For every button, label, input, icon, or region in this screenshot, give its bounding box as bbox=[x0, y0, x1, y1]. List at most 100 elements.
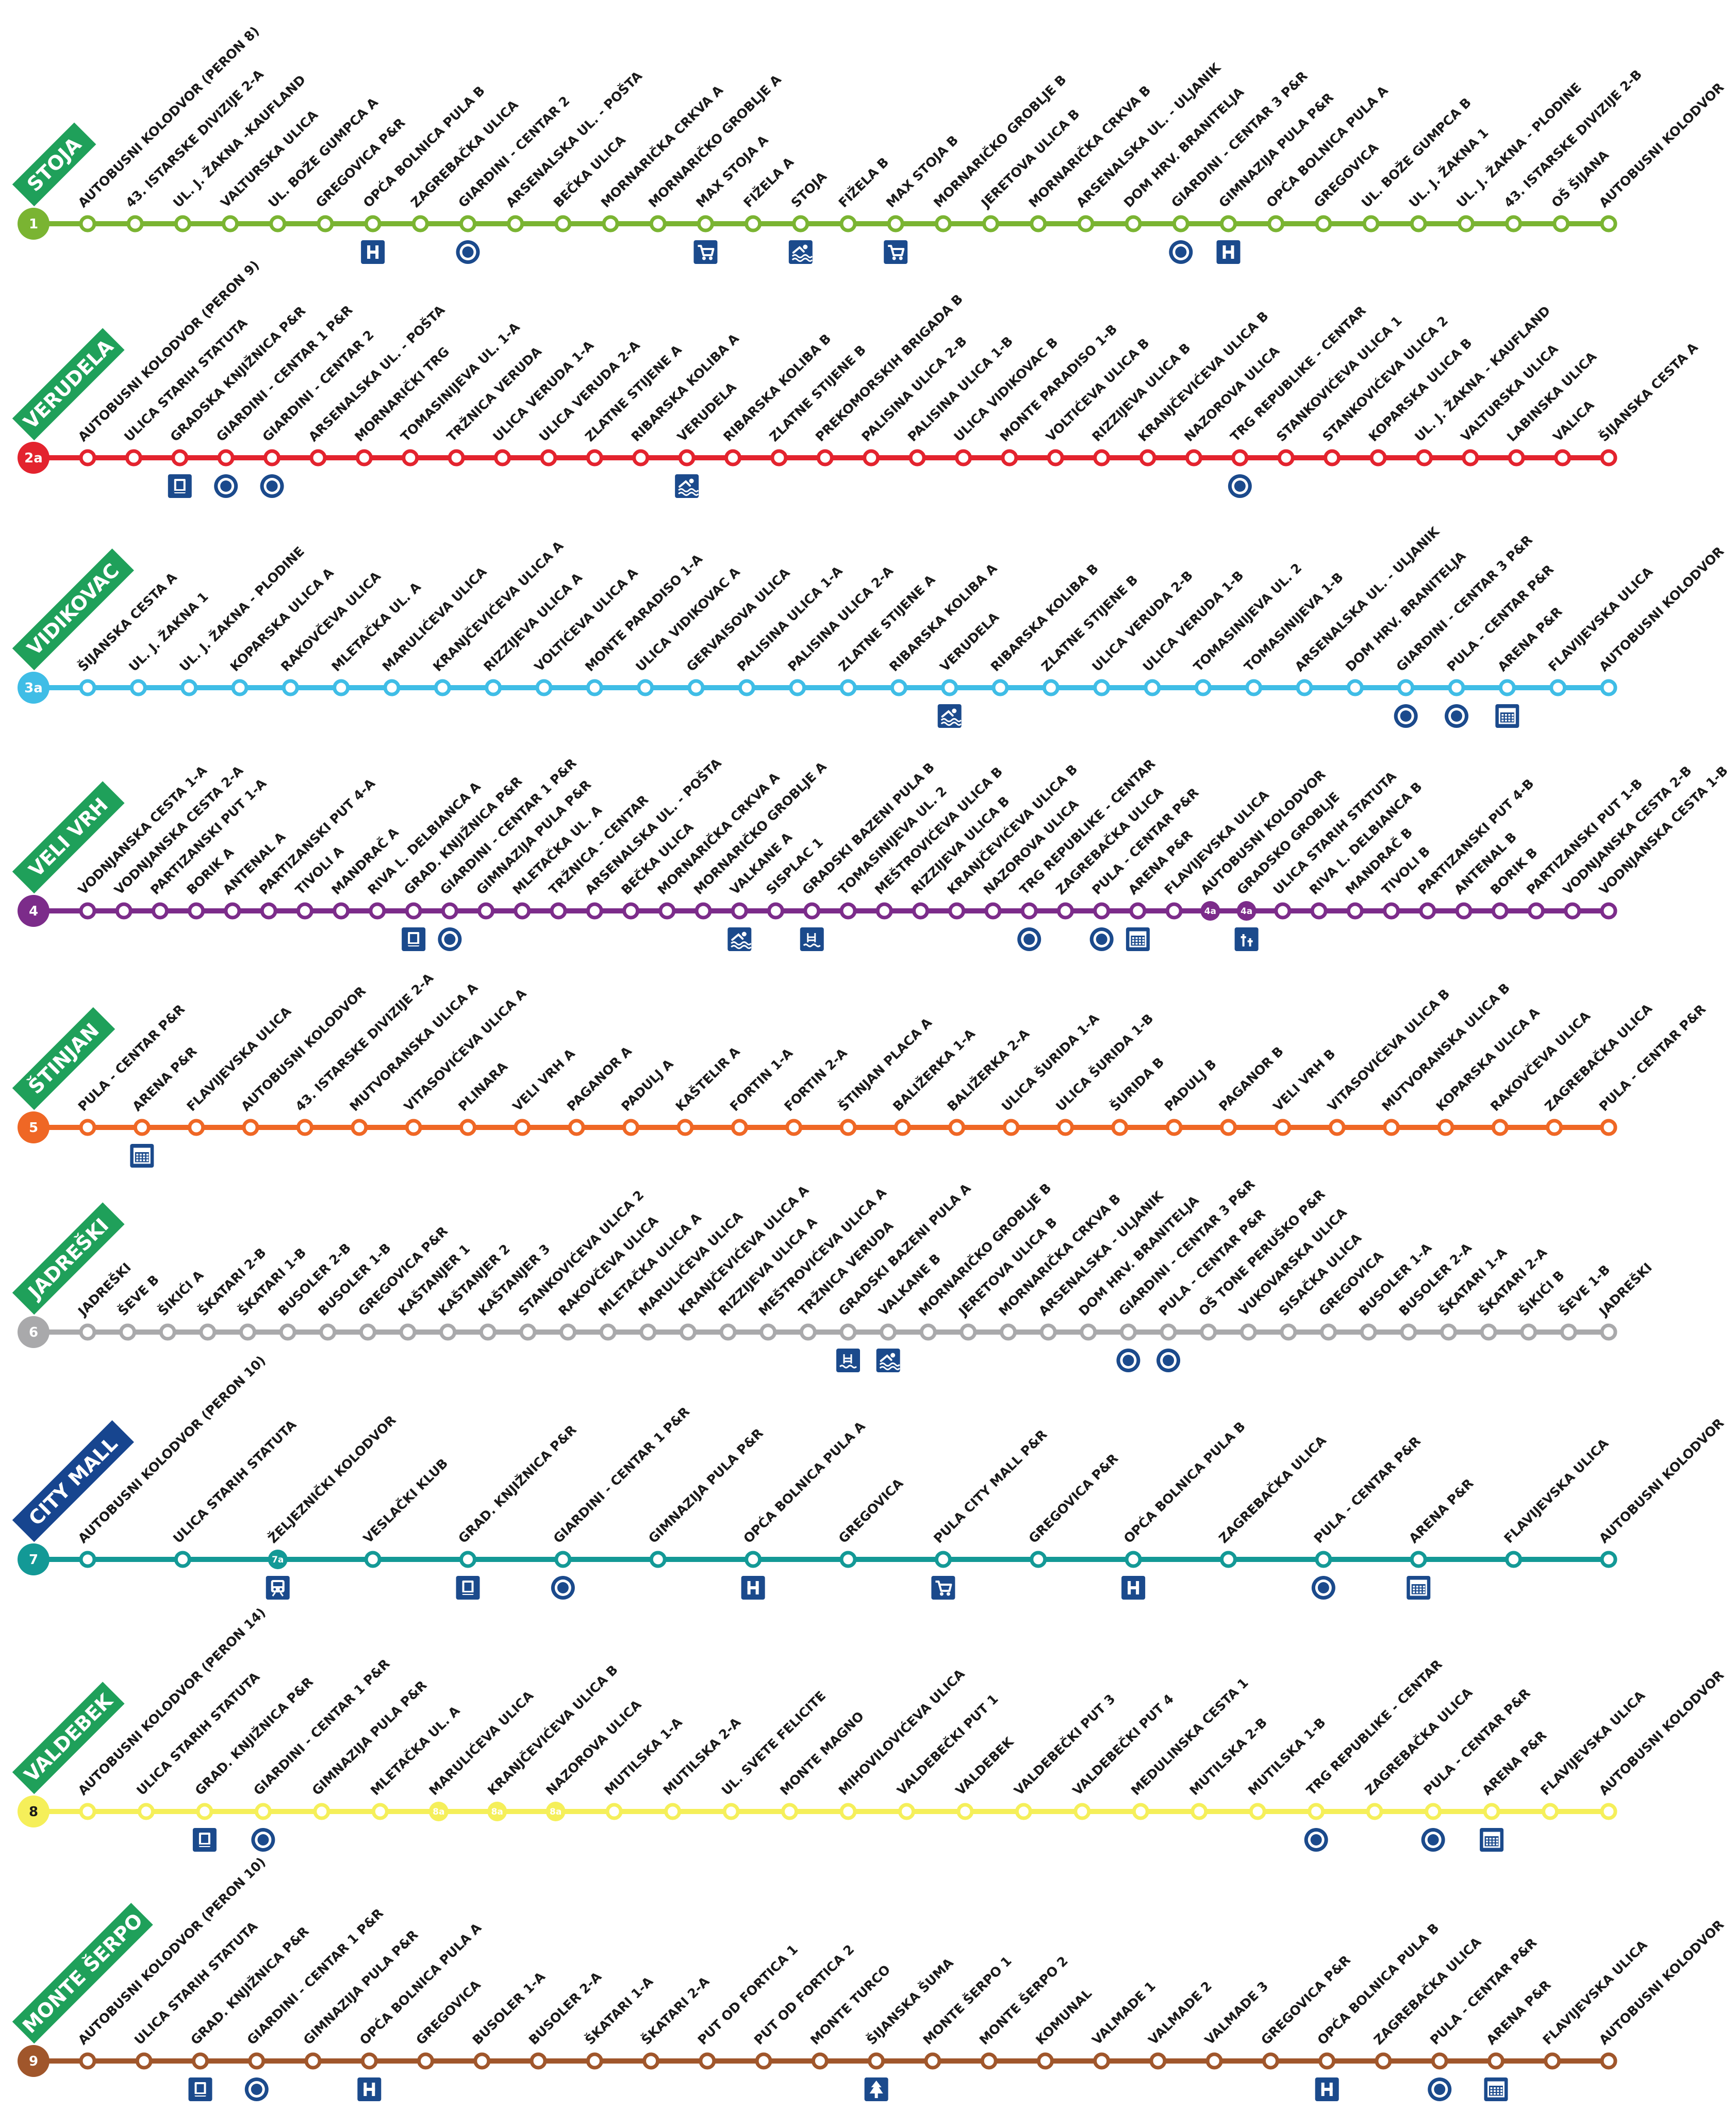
stop-marker[interactable] bbox=[1498, 679, 1516, 696]
stop-marker[interactable] bbox=[135, 2052, 153, 2070]
stop-marker[interactable] bbox=[224, 902, 241, 920]
stop-marker[interactable] bbox=[1149, 2052, 1167, 2070]
stop-marker[interactable] bbox=[586, 449, 603, 467]
stop-marker[interactable] bbox=[554, 1551, 572, 1568]
stop-marker[interactable] bbox=[333, 902, 350, 920]
stop-marker[interactable] bbox=[171, 449, 189, 467]
stop-marker[interactable] bbox=[1315, 215, 1332, 232]
stop-marker[interactable] bbox=[637, 679, 654, 696]
stop-marker[interactable] bbox=[1077, 215, 1095, 232]
stop-marker[interactable] bbox=[1165, 1119, 1183, 1136]
stop-marker[interactable] bbox=[722, 1803, 740, 1820]
stop-marker[interactable] bbox=[1165, 902, 1183, 920]
stop-marker[interactable] bbox=[1431, 2052, 1448, 2070]
stop-marker[interactable] bbox=[770, 449, 788, 467]
stop-marker[interactable] bbox=[1125, 215, 1142, 232]
stop-marker[interactable] bbox=[1249, 1803, 1266, 1820]
stop-marker[interactable] bbox=[649, 1551, 667, 1568]
stop-marker[interactable] bbox=[1415, 449, 1433, 467]
stop-marker[interactable] bbox=[1220, 1551, 1237, 1568]
stop-marker[interactable] bbox=[79, 1551, 96, 1568]
stop-marker[interactable] bbox=[360, 2052, 378, 2070]
stop-marker[interactable] bbox=[1600, 449, 1617, 467]
stop-marker[interactable] bbox=[1600, 1803, 1617, 1820]
stop-marker[interactable] bbox=[296, 1119, 313, 1136]
stop-marker[interactable] bbox=[1200, 1323, 1217, 1341]
stop-marker[interactable] bbox=[1172, 215, 1189, 232]
stop-marker[interactable] bbox=[676, 1119, 694, 1136]
stop-marker[interactable] bbox=[1320, 1323, 1337, 1341]
stop-marker[interactable] bbox=[1564, 902, 1581, 920]
stop-marker[interactable] bbox=[519, 1323, 537, 1341]
stop-marker[interactable] bbox=[1549, 679, 1567, 696]
stop-marker[interactable] bbox=[745, 215, 762, 232]
stop-marker[interactable] bbox=[263, 449, 281, 467]
stop-marker[interactable] bbox=[664, 1803, 682, 1820]
stop-marker[interactable] bbox=[880, 1323, 897, 1341]
stop-marker[interactable] bbox=[991, 679, 1009, 696]
route-number-circle[interactable] bbox=[18, 1111, 49, 1143]
stop-marker[interactable] bbox=[658, 902, 676, 920]
stop-marker[interactable] bbox=[79, 449, 96, 467]
stop-marker[interactable] bbox=[839, 902, 857, 920]
stop-marker[interactable] bbox=[333, 679, 350, 696]
stop-marker[interactable] bbox=[1410, 215, 1427, 232]
stop-marker[interactable] bbox=[1315, 1551, 1332, 1568]
stop-marker[interactable] bbox=[405, 1119, 422, 1136]
stop-marker[interactable] bbox=[1491, 1119, 1509, 1136]
stop-marker[interactable] bbox=[984, 902, 1002, 920]
stop-marker[interactable] bbox=[731, 902, 748, 920]
stop-marker[interactable] bbox=[1505, 215, 1523, 232]
stop-marker[interactable] bbox=[697, 215, 714, 232]
stop-marker[interactable] bbox=[364, 1551, 382, 1568]
stop-marker[interactable] bbox=[1093, 449, 1111, 467]
stop-marker[interactable] bbox=[79, 902, 96, 920]
stop-marker[interactable] bbox=[839, 1803, 857, 1820]
stop-marker[interactable] bbox=[767, 902, 785, 920]
stop-marker[interactable] bbox=[1448, 679, 1465, 696]
stop-marker[interactable] bbox=[1036, 2052, 1054, 2070]
stop-marker[interactable] bbox=[875, 902, 893, 920]
stop-marker[interactable] bbox=[980, 2052, 998, 2070]
stop-marker[interactable] bbox=[1030, 1551, 1047, 1568]
stop-marker[interactable] bbox=[1274, 902, 1292, 920]
stop-marker[interactable] bbox=[839, 1323, 857, 1341]
stop-marker[interactable] bbox=[632, 449, 650, 467]
stop-marker[interactable] bbox=[1600, 215, 1617, 232]
stop-marker[interactable] bbox=[1346, 902, 1364, 920]
route-number-circle[interactable] bbox=[18, 208, 49, 240]
stop-marker[interactable] bbox=[948, 902, 966, 920]
stop-marker[interactable] bbox=[1419, 902, 1436, 920]
stop-marker[interactable] bbox=[1542, 1803, 1559, 1820]
stop-marker[interactable] bbox=[839, 1119, 857, 1136]
stop-marker[interactable] bbox=[602, 215, 619, 232]
stop-marker[interactable] bbox=[919, 1323, 937, 1341]
stop-marker[interactable] bbox=[115, 902, 133, 920]
route-number-circle[interactable] bbox=[18, 442, 49, 474]
stop-marker[interactable] bbox=[890, 679, 907, 696]
stop-marker[interactable] bbox=[1205, 2052, 1223, 2070]
stop-marker[interactable] bbox=[1600, 1323, 1617, 1341]
stop-marker[interactable] bbox=[383, 679, 401, 696]
stop-marker[interactable] bbox=[639, 1323, 657, 1341]
stop-marker[interactable] bbox=[1383, 1119, 1400, 1136]
stop-marker[interactable] bbox=[417, 2052, 435, 2070]
stop-marker[interactable] bbox=[254, 1803, 272, 1820]
stop-marker[interactable] bbox=[473, 2052, 491, 2070]
stop-marker[interactable] bbox=[1505, 1551, 1523, 1568]
stop-marker[interactable] bbox=[1483, 1803, 1500, 1820]
stop-marker[interactable] bbox=[924, 2052, 941, 2070]
stop-marker[interactable] bbox=[282, 679, 299, 696]
stop-marker[interactable] bbox=[785, 1119, 803, 1136]
stop-marker[interactable] bbox=[439, 1323, 457, 1341]
stop-marker[interactable] bbox=[687, 679, 705, 696]
stop-marker[interactable] bbox=[1020, 902, 1038, 920]
stop-marker[interactable] bbox=[622, 1119, 640, 1136]
stop-marker[interactable] bbox=[1487, 2052, 1504, 2070]
route-number-circle[interactable] bbox=[18, 1796, 49, 1827]
stop-marker[interactable] bbox=[1600, 679, 1617, 696]
stop-marker[interactable] bbox=[1375, 2052, 1392, 2070]
stop-marker[interactable] bbox=[1144, 679, 1161, 696]
stop-marker[interactable] bbox=[79, 1323, 96, 1341]
stop-marker[interactable] bbox=[364, 215, 382, 232]
